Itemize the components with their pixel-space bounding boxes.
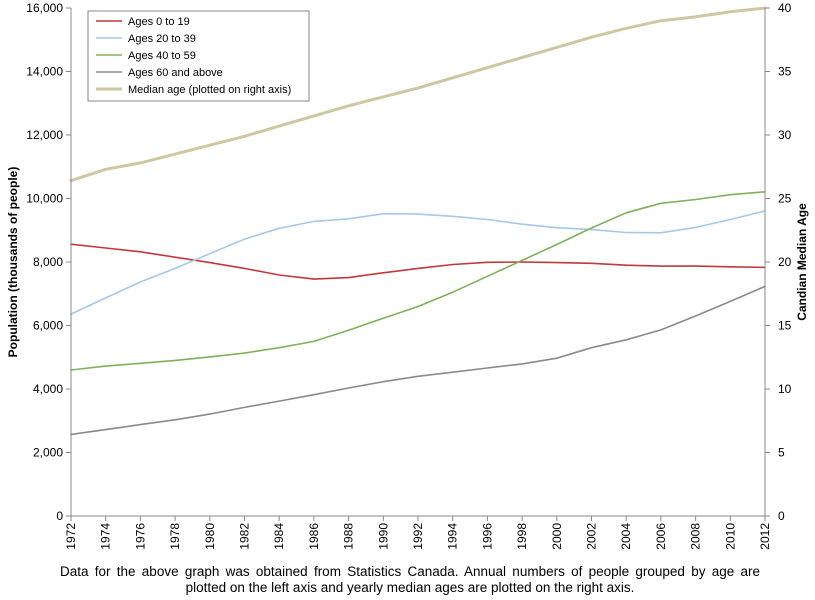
x-tick-label: 2012	[758, 523, 772, 550]
x-tick-label: 1998	[515, 523, 529, 550]
legend-label: Ages 40 to 59	[128, 50, 196, 62]
y2-tick-label: 15	[778, 319, 792, 333]
y-axis-title: Population (thousands of people)	[6, 167, 20, 358]
y-tick-label: 10,000	[26, 192, 63, 206]
x-tick-label: 2008	[689, 523, 703, 550]
series-layer	[69, 6, 767, 436]
figure-caption: Data for the above graph was obtained fr…	[60, 564, 760, 595]
series-line	[69, 6, 767, 183]
y2-tick-label: 20	[778, 255, 792, 269]
x-tick-label: 2010	[723, 523, 737, 550]
y2-axis-title: Candian Median Age	[795, 203, 809, 321]
x-tick-label: 1972	[64, 523, 78, 550]
x-tick-label: 1986	[307, 523, 321, 550]
y-tick-label: 8,000	[33, 255, 63, 269]
x-tick-label: 1984	[272, 523, 286, 550]
x-tick-label: 2000	[550, 523, 564, 550]
legend-label: Ages 0 to 19	[128, 16, 190, 28]
line-chart: 0 2,000 4,000 6,000 8,000 10,000 12,000 14,000 1…	[6, 1, 809, 550]
axis-layer: 0 2,000 4,000 6,000 8,000 10,000 12,000 14,000 1…	[26, 1, 791, 550]
x-tick-label: 1988	[342, 523, 356, 550]
legend-label: Median age (plotted on right axis)	[128, 84, 291, 96]
y-tick-label: 6,000	[33, 319, 63, 333]
y2-tick-label: 35	[778, 65, 792, 79]
series-line	[70, 210, 766, 315]
x-tick-label: 1996	[480, 523, 494, 550]
y2-tick-label: 10	[778, 382, 792, 396]
x-tick-label: 1982	[238, 523, 252, 550]
series-line	[70, 243, 766, 280]
y2-tick-label: 30	[778, 128, 792, 142]
x-tick-label: 2006	[654, 523, 668, 550]
x-tick-label: 2004	[619, 523, 633, 550]
x-tick-label: 1994	[446, 523, 460, 550]
series-line	[70, 285, 766, 436]
y2-tick-label: 25	[778, 192, 792, 206]
y2-tick-label: 0	[778, 509, 785, 523]
x-tick-label: 2002	[585, 523, 599, 550]
series-line	[70, 191, 766, 371]
y2-tick-label: 40	[778, 1, 792, 15]
legend-box	[87, 10, 310, 102]
legend-label: Ages 20 to 39	[128, 33, 196, 45]
x-tick-label: 1976	[133, 523, 147, 550]
y-tick-label: 2,000	[33, 446, 63, 460]
x-tick-label: 1980	[203, 523, 217, 550]
y-tick-label: 14,000	[26, 65, 63, 79]
y2-tick-label: 5	[778, 446, 785, 460]
legend: Ages 0 to 19 Ages 20 to 39 Ages 40 to 59 Ag…	[87, 10, 310, 102]
x-tick-label: 1990	[376, 523, 390, 550]
y-tick-label: 12,000	[26, 128, 63, 142]
legend-label: Ages 60 and above	[128, 67, 223, 79]
x-tick-label: 1978	[168, 523, 182, 550]
y-tick-label: 16,000	[26, 1, 63, 15]
x-tick-label: 1974	[99, 523, 113, 550]
y-tick-label: 0	[56, 509, 63, 523]
x-tick-label: 1992	[411, 523, 425, 550]
y-tick-label: 4,000	[33, 382, 63, 396]
